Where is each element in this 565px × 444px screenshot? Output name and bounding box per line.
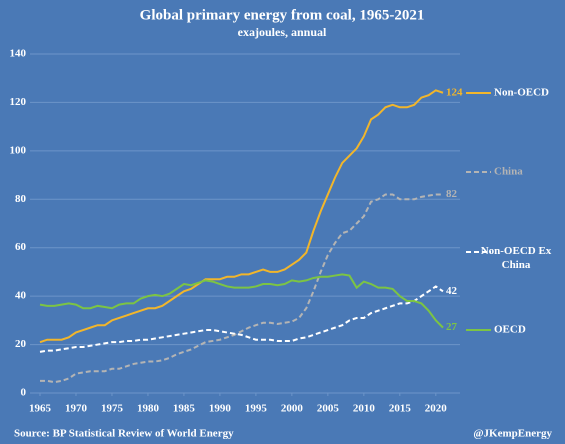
y-tick-label: 0 [21, 387, 27, 399]
x-tick-label: 1970 [65, 403, 88, 415]
x-tick-label: 1980 [137, 403, 160, 415]
y-tick-label: 80 [15, 193, 27, 205]
legend-label: China [494, 166, 523, 178]
x-tick-label: 1975 [101, 403, 124, 415]
x-tick-label: 1965 [29, 403, 52, 415]
x-tick-label: 1990 [209, 403, 232, 415]
x-tick-label: 2015 [389, 403, 412, 415]
y-tick-label: 140 [10, 48, 27, 60]
legend-label: OECD [494, 324, 526, 336]
end-label: 124 [446, 86, 463, 98]
y-tick-label: 120 [10, 96, 27, 108]
series-line [39, 89, 444, 344]
y-tick-label: 20 [15, 338, 27, 350]
x-tick-label: 1995 [245, 403, 268, 415]
x-tick-label: 2010 [353, 403, 376, 415]
chart-title: Global primary energy from coal, 1965-20… [140, 7, 425, 23]
y-tick-label: 40 [15, 290, 27, 302]
series-line [39, 273, 444, 329]
end-label: 42 [446, 285, 458, 297]
series-line [39, 285, 444, 353]
chart-subtitle: exajoules, annual [238, 25, 327, 39]
legend-label: Non-OECD Ex China [480, 245, 552, 271]
x-tick-label: 2005 [317, 403, 340, 415]
end-label: 27 [446, 321, 458, 333]
credit: @JKempEnergy [473, 428, 552, 440]
x-tick-label: 2000 [281, 403, 304, 415]
series-line [40, 193, 443, 384]
legend-label: Non-OECD [494, 87, 549, 99]
y-tick-label: 100 [10, 144, 27, 156]
x-tick-label: 1985 [173, 403, 196, 415]
y-tick-label: 60 [15, 241, 27, 253]
source: Source: BP Statistical Review of World E… [14, 428, 234, 440]
end-label: 82 [446, 188, 458, 200]
x-tick-label: 2020 [425, 403, 448, 415]
